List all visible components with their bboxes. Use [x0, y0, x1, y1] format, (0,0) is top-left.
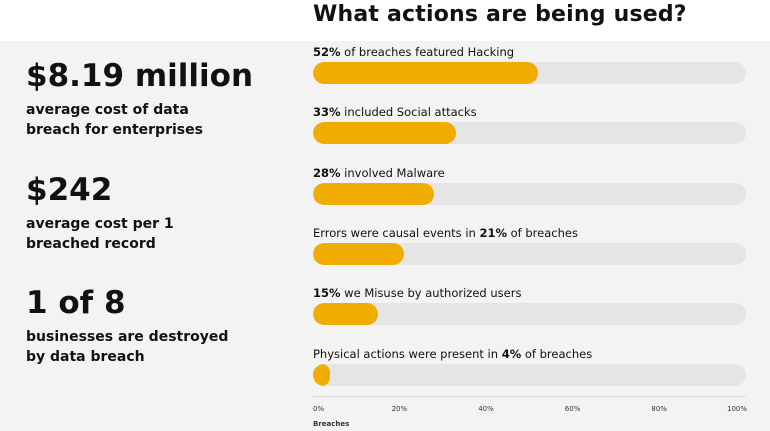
- x-axis-line: [313, 396, 746, 397]
- bar: [313, 242, 404, 265]
- stat-value: 1 of 8: [26, 285, 126, 321]
- bar-label-post: we Misuse by authorized users: [340, 286, 522, 301]
- bar-label-percent: 52%: [313, 45, 341, 59]
- x-tick-label: 20%: [391, 405, 408, 413]
- stat-label: average cost per 1 breached record: [26, 216, 174, 252]
- bar-row: 15% we Misuse by authorized users: [313, 286, 746, 326]
- bar-label: 33% included Social attacks: [313, 105, 746, 119]
- bar-label: Errors were causal events in 21% of brea…: [313, 226, 746, 240]
- bar-label-percent: 28%: [313, 165, 341, 180]
- bar-row: 52% of breaches featured Hacking: [313, 45, 746, 84]
- chart-title: What actions are being used?: [313, 2, 687, 27]
- stat-cost-per-record: $242 average cost per 1 breached record: [26, 172, 296, 254]
- bar-track: [313, 62, 746, 84]
- x-tick-label: 80%: [651, 405, 667, 413]
- x-axis-title: Breaches: [313, 420, 350, 428]
- bar-label-post: included Social attacks: [340, 105, 477, 120]
- bar-label-post: of breaches: [506, 225, 578, 240]
- x-tick-label: 60%: [564, 405, 581, 413]
- bar-label-post: of breaches featured Hacking: [340, 45, 515, 59]
- bar-label-percent: 21%: [479, 225, 507, 240]
- bar-label-post: of breaches: [521, 346, 593, 361]
- x-tick-label: 40%: [478, 405, 494, 413]
- stat-value: $242: [26, 172, 113, 208]
- stat-label: businesses are destroyed by data breach: [26, 329, 229, 365]
- bar: [313, 62, 539, 84]
- stat-label: average cost of data breach for enterpri…: [26, 102, 203, 138]
- bar: [313, 303, 378, 326]
- bar-label-percent: 33%: [313, 105, 341, 120]
- bar-label-percent: 4%: [501, 346, 522, 361]
- stat-businesses-destroyed: 1 of 8 businesses are destroyed by data …: [26, 285, 296, 367]
- bar-row: 28% involved Malware: [313, 166, 746, 205]
- bar-label-pre: Physical actions were present in: [313, 346, 502, 361]
- header-strip: [0, 0, 770, 41]
- bar: [313, 182, 435, 205]
- bar-track: [313, 122, 746, 145]
- bar-label-percent: 15%: [313, 286, 341, 301]
- bar-row: Physical actions were present in 4% of b…: [313, 347, 746, 386]
- stat-average-breach-cost: $8.19 million average cost of data breac…: [26, 58, 296, 140]
- x-tick-label: 100%: [727, 405, 748, 413]
- bar-track: [313, 242, 746, 265]
- bar-row: Errors were causal events in 21% of brea…: [313, 226, 746, 265]
- bar-row: 33% included Social attacks: [313, 105, 746, 145]
- stat-value: $8.19 million: [26, 58, 254, 94]
- bar-label: 15% we Misuse by authorized users: [313, 286, 746, 300]
- x-tick-label: 0%: [313, 405, 325, 413]
- bar: [313, 363, 331, 386]
- bar-track: [313, 363, 746, 386]
- bar-label: 28% involved Malware: [313, 166, 746, 180]
- bar-label-pre: Errors were causal events in: [313, 225, 480, 240]
- bar-track: [313, 303, 746, 326]
- bar-label: Physical actions were present in 4% of b…: [313, 347, 746, 361]
- bar: [313, 122, 456, 145]
- bar-track: [313, 182, 746, 205]
- bar-label: 52% of breaches featured Hacking: [313, 45, 746, 59]
- bar-label-post: involved Malware: [340, 165, 445, 180]
